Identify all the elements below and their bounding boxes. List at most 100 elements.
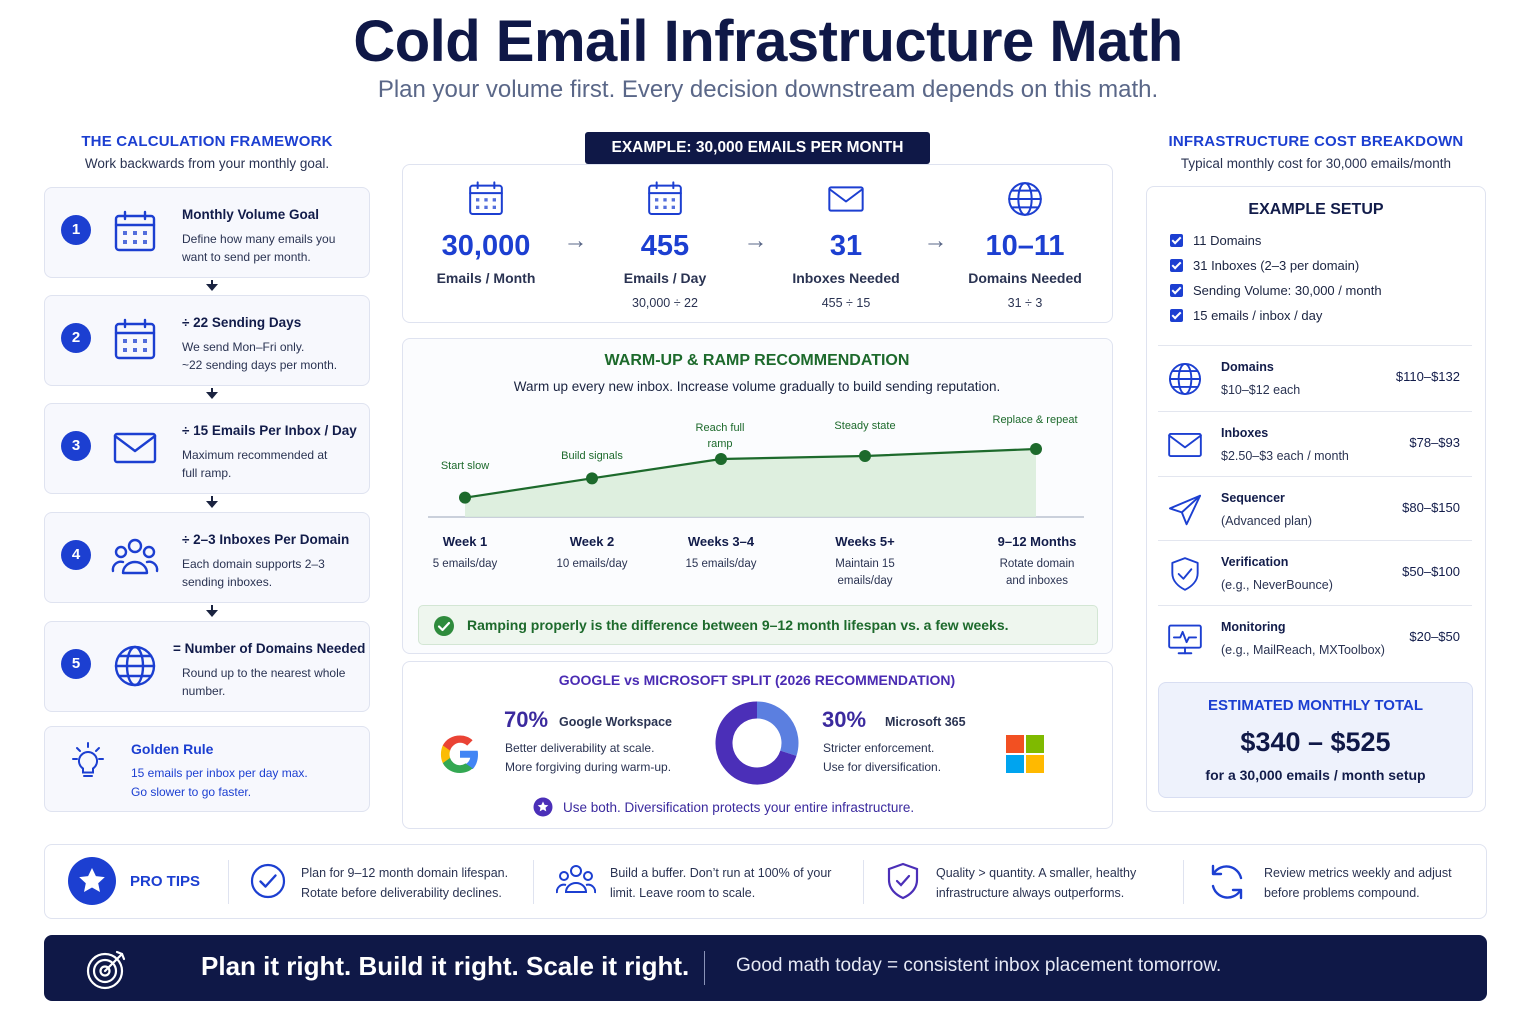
divider [1183,860,1184,904]
step-number: 2 [61,323,91,353]
setup-item: 11 Domains [1170,233,1261,248]
pro-tips-label: PRO TIPS [130,873,201,890]
metric-value: 31 [829,230,863,262]
total-label: ESTIMATED MONTHLY TOTAL [1207,697,1423,714]
stage-title: Weeks 3–4 [687,534,755,549]
stage-desc: Rotate domain and inboxes [999,558,1075,587]
step-desc: We send Mon–Fri only. ~22 sending days pe… [182,340,338,372]
envelope-icon [826,179,866,219]
framework-step-card: 4 ÷ 2–3 Inboxes Per Domain Each domain sup… [44,512,370,603]
step-title: ÷ 2–3 Inboxes Per Domain [182,532,350,547]
example-banner: EXAMPLE: 30,000 EMAILS PER MONTH [585,132,930,164]
check-circle-icon [250,863,286,899]
calendar-icon [466,179,506,219]
ramp-point [1030,443,1042,455]
cost-row: Domains $10–$12 each $110–$132 [1158,345,1472,408]
framework-step-card: 5 = Number of Domains Needed Round up to t… [44,621,370,712]
ramp-chart [428,443,1084,518]
tip-text: Build a buffer. Don’t run at 100% of you… [610,866,832,900]
metric-label: Emails / Month [436,270,536,286]
metric-calc: 30,000 ÷ 22 [632,296,698,310]
footer-bar: Plan it right. Build it right. Scale it … [44,935,1487,1001]
step-desc: Round up to the nearest whole number. [182,666,346,698]
cost-amount: $20–$50 [1409,629,1460,644]
target-icon [86,950,126,990]
cost-desc: $10–$12 each [1221,383,1301,397]
metric-calc: 455 ÷ 15 [821,296,871,310]
google-name: Google Workspace [559,715,672,729]
note-build-signals: Build signals [561,450,623,462]
metric-label: Emails / Day [623,270,707,286]
users-icon [111,533,159,581]
cost-row: Verification (e.g., NeverBounce) $50–$100 [1158,540,1472,603]
cost-name: Domains [1221,360,1274,374]
step-title: Monthly Volume Goal [182,207,320,222]
envelope-icon [1166,426,1204,464]
total-value: $340 – $525 [1240,727,1391,757]
setup-item: 15 emails / inbox / day [1170,308,1322,323]
ramp-point [859,450,871,462]
warmup-footnote: Ramping properly is the difference betwe… [467,617,1009,633]
note-replace-repeat: Replace & repeat [992,414,1078,426]
stage-desc: 5 emails/day [432,558,498,570]
example-card [402,164,1113,323]
google-slice [715,701,797,785]
microsoft-logo-icon [1006,735,1044,773]
checkbox-icon [1170,234,1183,247]
cost-name: Inboxes [1221,426,1269,440]
microsoft-slice [756,701,799,756]
cost-name: Monitoring [1221,620,1286,634]
checkbox-icon [1170,259,1183,272]
page-subtitle: Plan your volume first. Every decision d… [377,76,1159,103]
setup-title: EXAMPLE SETUP [1248,201,1384,218]
tip-text: Review metrics weekly and adjust before p… [1264,866,1452,900]
cost-desc: (Advanced plan) [1221,514,1313,528]
warmup-footnote-bar: Ramping properly is the difference betwe… [418,605,1098,645]
arrow-right-icon: → [743,227,768,254]
cost-row: Inboxes $2.50–$3 each / month $78–$93 [1158,411,1472,474]
google-desc2: More forgiving during warm-up. [505,760,672,774]
checkbox-icon [1170,309,1183,322]
ramp-point [586,472,598,485]
google-logo-icon [440,735,478,773]
note-start-slow: Start slow [440,460,490,472]
stage-title: Weeks 5+ [835,534,895,549]
golden-rule-line2: Go slower to go faster. [131,785,252,799]
step-title: ÷ 15 Emails Per Inbox / Day [182,423,357,438]
globe-icon [1166,360,1204,398]
step-number: 5 [61,649,91,679]
divider [533,860,534,904]
step-number: 4 [61,540,91,570]
shield-icon [887,862,919,900]
costs-subheading: Typical monthly cost for 30,000 emails/m… [1180,156,1452,171]
golden-rule-card: Golden Rule 15 emails per inbox per day … [44,726,370,812]
page-title: Cold Email Infrastructure Math [353,9,1183,74]
split-card [402,661,1113,829]
arrow-down-icon [206,496,218,508]
golden-rule-line1: 15 emails per inbox per day max. [131,766,308,780]
star-icon [68,857,116,905]
note-reach-full: Reach full [695,422,745,434]
cost-row: Monitoring (e.g., MailReach, MXToolbox) $2… [1158,605,1472,668]
divider [704,951,705,985]
tip-text: Plan for 9–12 month domain lifespan. Rota… [301,866,509,900]
step-desc: Define how many emails you want to send p… [182,232,336,264]
lightbulb-icon [72,742,104,777]
cost-name: Verification [1221,555,1289,569]
step-number: 1 [61,215,91,245]
metric-value: 30,000 [441,230,531,262]
metric-value: 10–11 [985,230,1065,262]
metric-calc: 31 ÷ 3 [1007,296,1043,310]
arrow-down-icon [206,388,218,399]
step-number: 3 [61,431,91,461]
cost-desc: (e.g., MailReach, MXToolbox) [1221,643,1385,657]
setup-item: Sending Volume: 30,000 / month [1170,283,1382,298]
stage-title: 9–12 Months [997,534,1077,549]
cost-amount: $110–$132 [1395,369,1460,384]
globe-icon [1005,179,1045,219]
divider [228,860,229,904]
stage-title: Week 2 [569,534,615,549]
step-desc: Maximum recommended at full ramp. [182,448,328,480]
cost-row: Sequencer (Advanced plan) $80–$150 [1158,476,1472,539]
shield-check-icon [1166,555,1204,593]
